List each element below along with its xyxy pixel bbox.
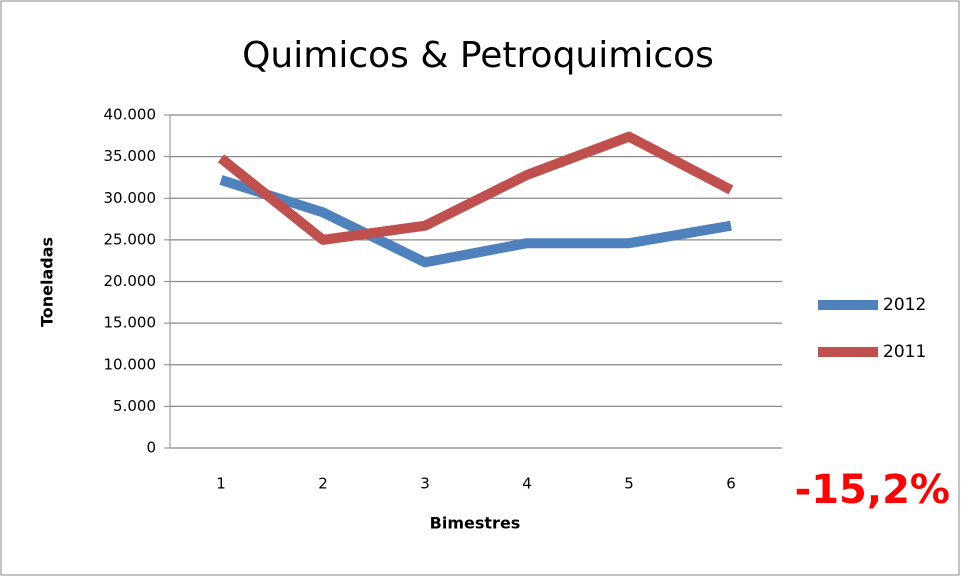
- chart-title: Quimicos & Petroquimicos: [242, 35, 714, 76]
- y-tick-label: 5.000: [113, 397, 156, 415]
- y-axis-label: Toneladas: [38, 237, 57, 327]
- legend-label: 2011: [883, 342, 926, 362]
- series-line: [219, 175, 732, 268]
- y-tick-label: 20.000: [104, 272, 157, 290]
- x-tick-label: 6: [726, 475, 736, 493]
- x-tick-label: 4: [522, 475, 532, 493]
- y-tick-label: 10.000: [104, 355, 157, 373]
- y-tick-label: 30.000: [104, 189, 157, 207]
- y-tick-label: 25.000: [104, 230, 157, 248]
- y-tick-label: 0: [146, 439, 156, 457]
- y-tick-label: 40.000: [104, 106, 157, 124]
- annotation: -15,2%: [795, 467, 950, 513]
- x-tick-label: 3: [420, 475, 430, 493]
- y-tick-label: 15.000: [104, 314, 157, 332]
- x-tick-label: 1: [216, 475, 226, 493]
- legend-label: 2012: [883, 295, 926, 315]
- x-tick-label: 5: [624, 475, 634, 493]
- x-axis-label: Bimestres: [430, 514, 521, 533]
- y-tick-label: 35.000: [104, 147, 157, 165]
- x-tick-label: 2: [318, 475, 328, 493]
- series-line: [217, 131, 734, 245]
